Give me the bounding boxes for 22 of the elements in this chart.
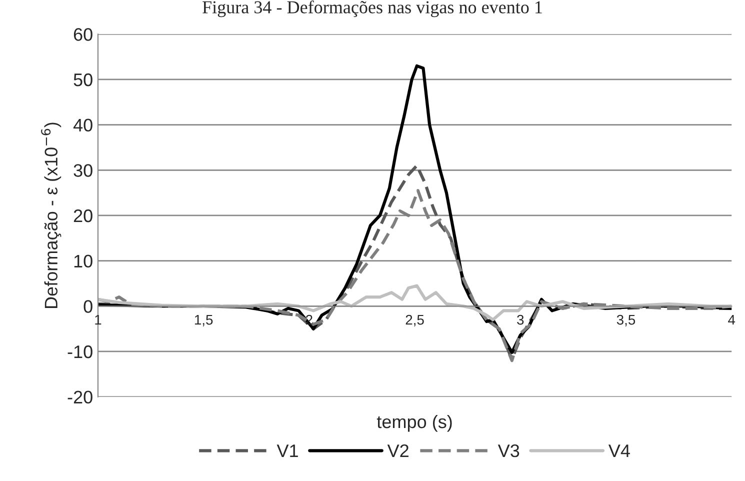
legend-label: V1 [276,444,298,457]
x-tick-label: 1 [95,315,102,325]
y-tick-label: 0 [84,300,92,313]
y-tick-label: 30 [74,164,92,177]
y-tick-label: 50 [74,73,92,86]
x-tick-label: 4 [728,315,736,325]
legend-label: V2 [387,444,408,457]
y-tick-label: 10 [74,254,92,268]
x-tick-label: 1,5 [194,315,213,326]
x-axis-title: tempo (s) [376,414,452,432]
y-tick-label: 60 [74,28,92,41]
y-tick-label: 40 [73,118,92,132]
x-tick-label: 3,5 [616,314,636,326]
y-tick-label: -10 [68,345,92,358]
y-tick-label: -20 [68,390,92,404]
x-tick-label: 2,5 [406,314,424,326]
legend-label: V4 [608,444,630,457]
y-axis-title: Deformação - ε (x10$^{−6}$) [41,122,62,308]
legend-label: V3 [498,444,520,458]
x-tick-label: 3 [517,314,524,325]
y-tick-label: 20 [74,209,92,222]
chart-title: Figura 34 - Deformações nas vigas no evento 1 [202,0,542,18]
